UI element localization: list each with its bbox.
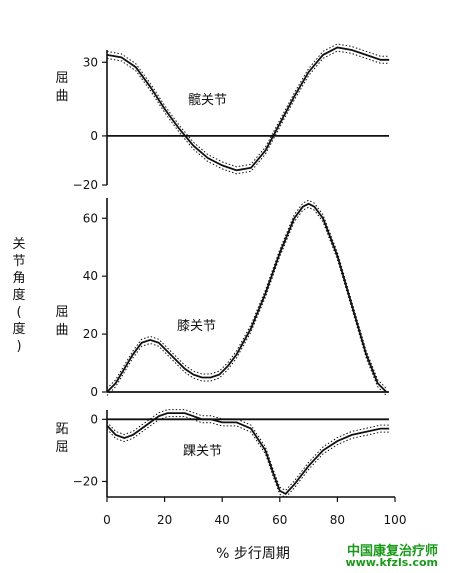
xtick-label-3: 60 <box>272 513 287 527</box>
panel-0-series-0-line <box>106 46 390 172</box>
panel-2-ylabel-char-0: 跖 <box>55 422 68 437</box>
panel-1-ytick-label-2: 40 <box>83 269 98 283</box>
panel-2-series-0-line <box>106 412 390 496</box>
panel-1-series-0-upper-band <box>106 199 387 389</box>
panel-0-ytick-label-0: −20 <box>73 178 98 192</box>
panel-2-ylabel-char-1: 屈 <box>55 440 68 455</box>
watermark-title: 中国康复治疗师 <box>346 544 438 559</box>
panel-0-ylabel-char-0: 屈 <box>55 71 68 86</box>
panel-1-series-0-lower-band <box>106 206 387 396</box>
panel-0-ytick-label-2: 30 <box>83 55 98 69</box>
panel-0-series-0-upper-band <box>106 43 390 168</box>
xtick-label-1: 20 <box>157 513 172 527</box>
x-axis-title: % 步行周期 <box>216 546 290 562</box>
panel-1-title: 膝关节 <box>177 319 216 334</box>
panel-1-ylabel-char-0: 屈 <box>55 305 68 320</box>
panel-2-series-0-lower-band <box>106 416 390 499</box>
panel-0-title: 髋关节 <box>188 92 227 108</box>
side-axis-label: 关 节 角 度 ( 度 ) <box>12 237 26 354</box>
panel-2-series-0-upper-band <box>106 409 390 492</box>
xtick-label-0: 0 <box>103 513 111 527</box>
panel-1-ytick-label-0: 0 <box>90 385 98 399</box>
panel-1-ylabel-char-1: 曲 <box>55 323 68 338</box>
panel-0-ylabel-char-1: 曲 <box>55 89 68 104</box>
watermark-url: www.kfzls.com <box>345 556 438 569</box>
panel-0-series-0-lower-band <box>106 50 390 175</box>
panel-0-ytick-label-1: 0 <box>90 129 98 143</box>
panel-2-ytick-label-0: −20 <box>73 474 98 488</box>
panel-1-series-0-line <box>106 202 388 393</box>
xtick-label-2: 40 <box>215 513 230 527</box>
panel-2-title: 踝关节 <box>183 444 222 459</box>
panel-1-ytick-label-3: 60 <box>83 211 98 225</box>
panel-1-ytick-label-1: 20 <box>83 327 98 341</box>
xtick-label-4: 80 <box>330 513 345 527</box>
xtick-label-5: 100 <box>384 513 407 527</box>
panel-2-ytick-label-1: 0 <box>90 412 98 426</box>
